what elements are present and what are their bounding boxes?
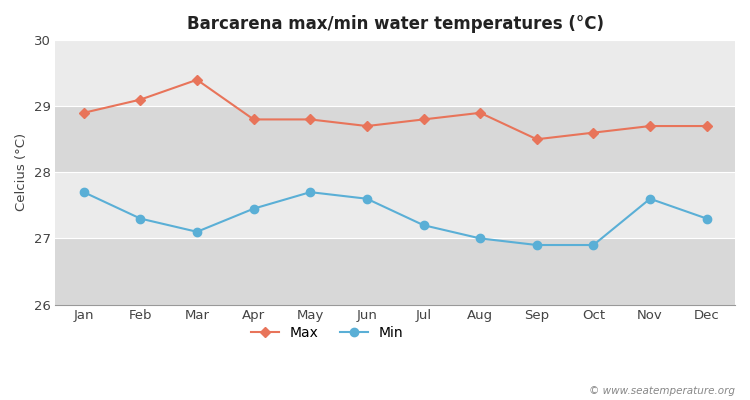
Bar: [56, 172, 735, 238]
Legend: Max, Min: Max, Min: [246, 320, 409, 345]
Text: © www.seatemperature.org: © www.seatemperature.org: [589, 386, 735, 396]
Bar: [56, 106, 735, 172]
Bar: [56, 238, 735, 304]
Y-axis label: Celcius (°C): Celcius (°C): [15, 133, 28, 211]
Bar: [56, 40, 735, 106]
Title: Barcarena max/min water temperatures (°C): Barcarena max/min water temperatures (°C…: [187, 15, 604, 33]
